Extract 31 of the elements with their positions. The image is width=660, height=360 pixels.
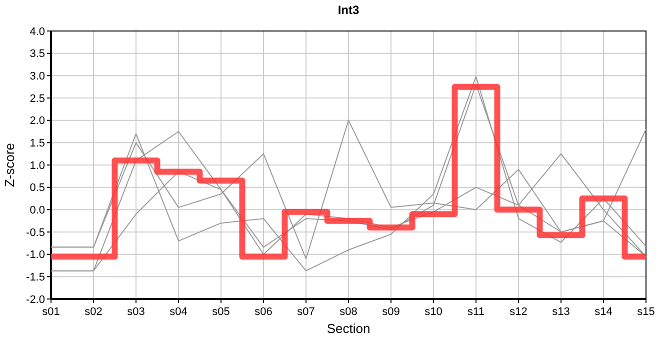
- x-tick-label: s11: [468, 306, 484, 318]
- y-tick-label: 3.5: [30, 48, 45, 60]
- y-tick-label: 3.0: [30, 70, 45, 83]
- x-tick-label: s03: [127, 306, 145, 318]
- x-tick-label: s01: [42, 306, 60, 318]
- y-tick-label: 1.0: [30, 160, 45, 172]
- x-tick-label: s15: [637, 306, 655, 318]
- x-tick-label: s07: [297, 306, 315, 318]
- x-tick-label: s14: [594, 306, 612, 318]
- x-tick-label: s06: [254, 306, 272, 318]
- y-tick-label: -2.0: [26, 294, 45, 306]
- y-tick-label: 0.0: [30, 204, 45, 217]
- x-tick-label: s02: [84, 306, 102, 318]
- x-tick-label: s08: [340, 306, 358, 318]
- x-tick-label: s13: [552, 306, 570, 318]
- y-tick-label: -1.5: [26, 272, 45, 284]
- x-axis-title: Section: [326, 321, 370, 336]
- y-tick-label: 2.0: [30, 115, 45, 128]
- y-tick-label: 1.5: [30, 138, 45, 150]
- y-axis-title: Z-score: [2, 142, 17, 188]
- x-tick-label: s05: [212, 306, 230, 318]
- x-tick-label: s04: [170, 306, 188, 318]
- x-tick-label: s12: [510, 306, 528, 318]
- x-tick-label: s09: [382, 306, 400, 318]
- chart-title: Int3: [338, 3, 360, 17]
- y-tick-label: 0.5: [30, 182, 45, 194]
- y-tick-label: -1.0: [26, 249, 45, 262]
- y-tick-label: 2.5: [30, 92, 45, 105]
- y-tick-label: 4.0: [30, 26, 45, 38]
- x-tick-label: s10: [424, 306, 442, 318]
- y-tick-label: -0.5: [26, 226, 45, 239]
